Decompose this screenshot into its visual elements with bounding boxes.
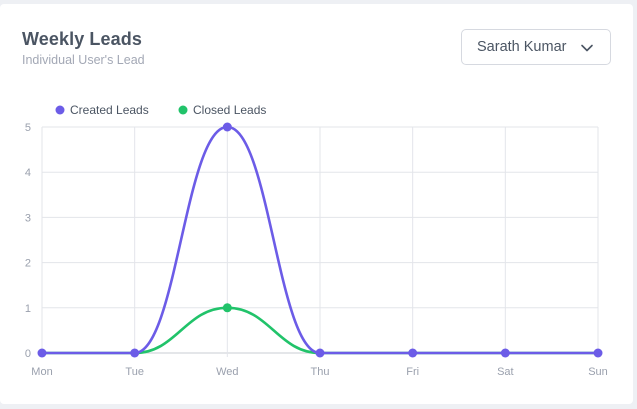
x-tick-label: Tue <box>125 366 144 378</box>
data-point-created-leads[interactable] <box>222 122 232 132</box>
y-tick-label: 1 <box>25 303 31 315</box>
user-select-dropdown[interactable]: Sarath Kumar <box>461 29 611 65</box>
weekly-leads-card: Weekly Leads Individual User's Lead Sara… <box>0 4 633 404</box>
y-tick-label: 0 <box>25 348 31 360</box>
y-tick-label: 2 <box>25 258 31 270</box>
series-line-created-leads <box>40 125 600 355</box>
card-title: Weekly Leads <box>22 29 142 49</box>
card-subtitle: Individual User's Lead <box>22 53 145 67</box>
y-tick-label: 3 <box>25 212 31 224</box>
y-tick-label: 4 <box>25 167 31 179</box>
data-point-created-leads[interactable] <box>315 348 325 358</box>
data-point-closed-leads[interactable] <box>222 303 232 313</box>
legend-marker-closed-leads[interactable] <box>178 105 188 115</box>
data-point-created-leads[interactable] <box>130 348 140 358</box>
user-select-value: Sarath Kumar <box>477 39 567 55</box>
y-tick-label: 5 <box>25 122 31 134</box>
x-tick-label: Sun <box>588 366 608 378</box>
x-tick-label: Wed <box>216 366 238 378</box>
legend-label-closed-leads[interactable]: Closed Leads <box>193 103 266 117</box>
data-point-created-leads[interactable] <box>500 348 510 358</box>
legend-marker-created-leads[interactable] <box>55 105 65 115</box>
x-tick-label: Fri <box>406 366 419 378</box>
data-point-created-leads[interactable] <box>37 348 47 358</box>
x-tick-label: Sat <box>497 366 514 378</box>
data-point-created-leads[interactable] <box>408 348 418 358</box>
x-tick-label: Thu <box>311 366 330 378</box>
legend-label-created-leads[interactable]: Created Leads <box>70 103 149 117</box>
data-point-created-leads[interactable] <box>593 348 603 358</box>
chevron-down-icon <box>581 44 593 52</box>
x-tick-label: Mon <box>31 366 52 378</box>
